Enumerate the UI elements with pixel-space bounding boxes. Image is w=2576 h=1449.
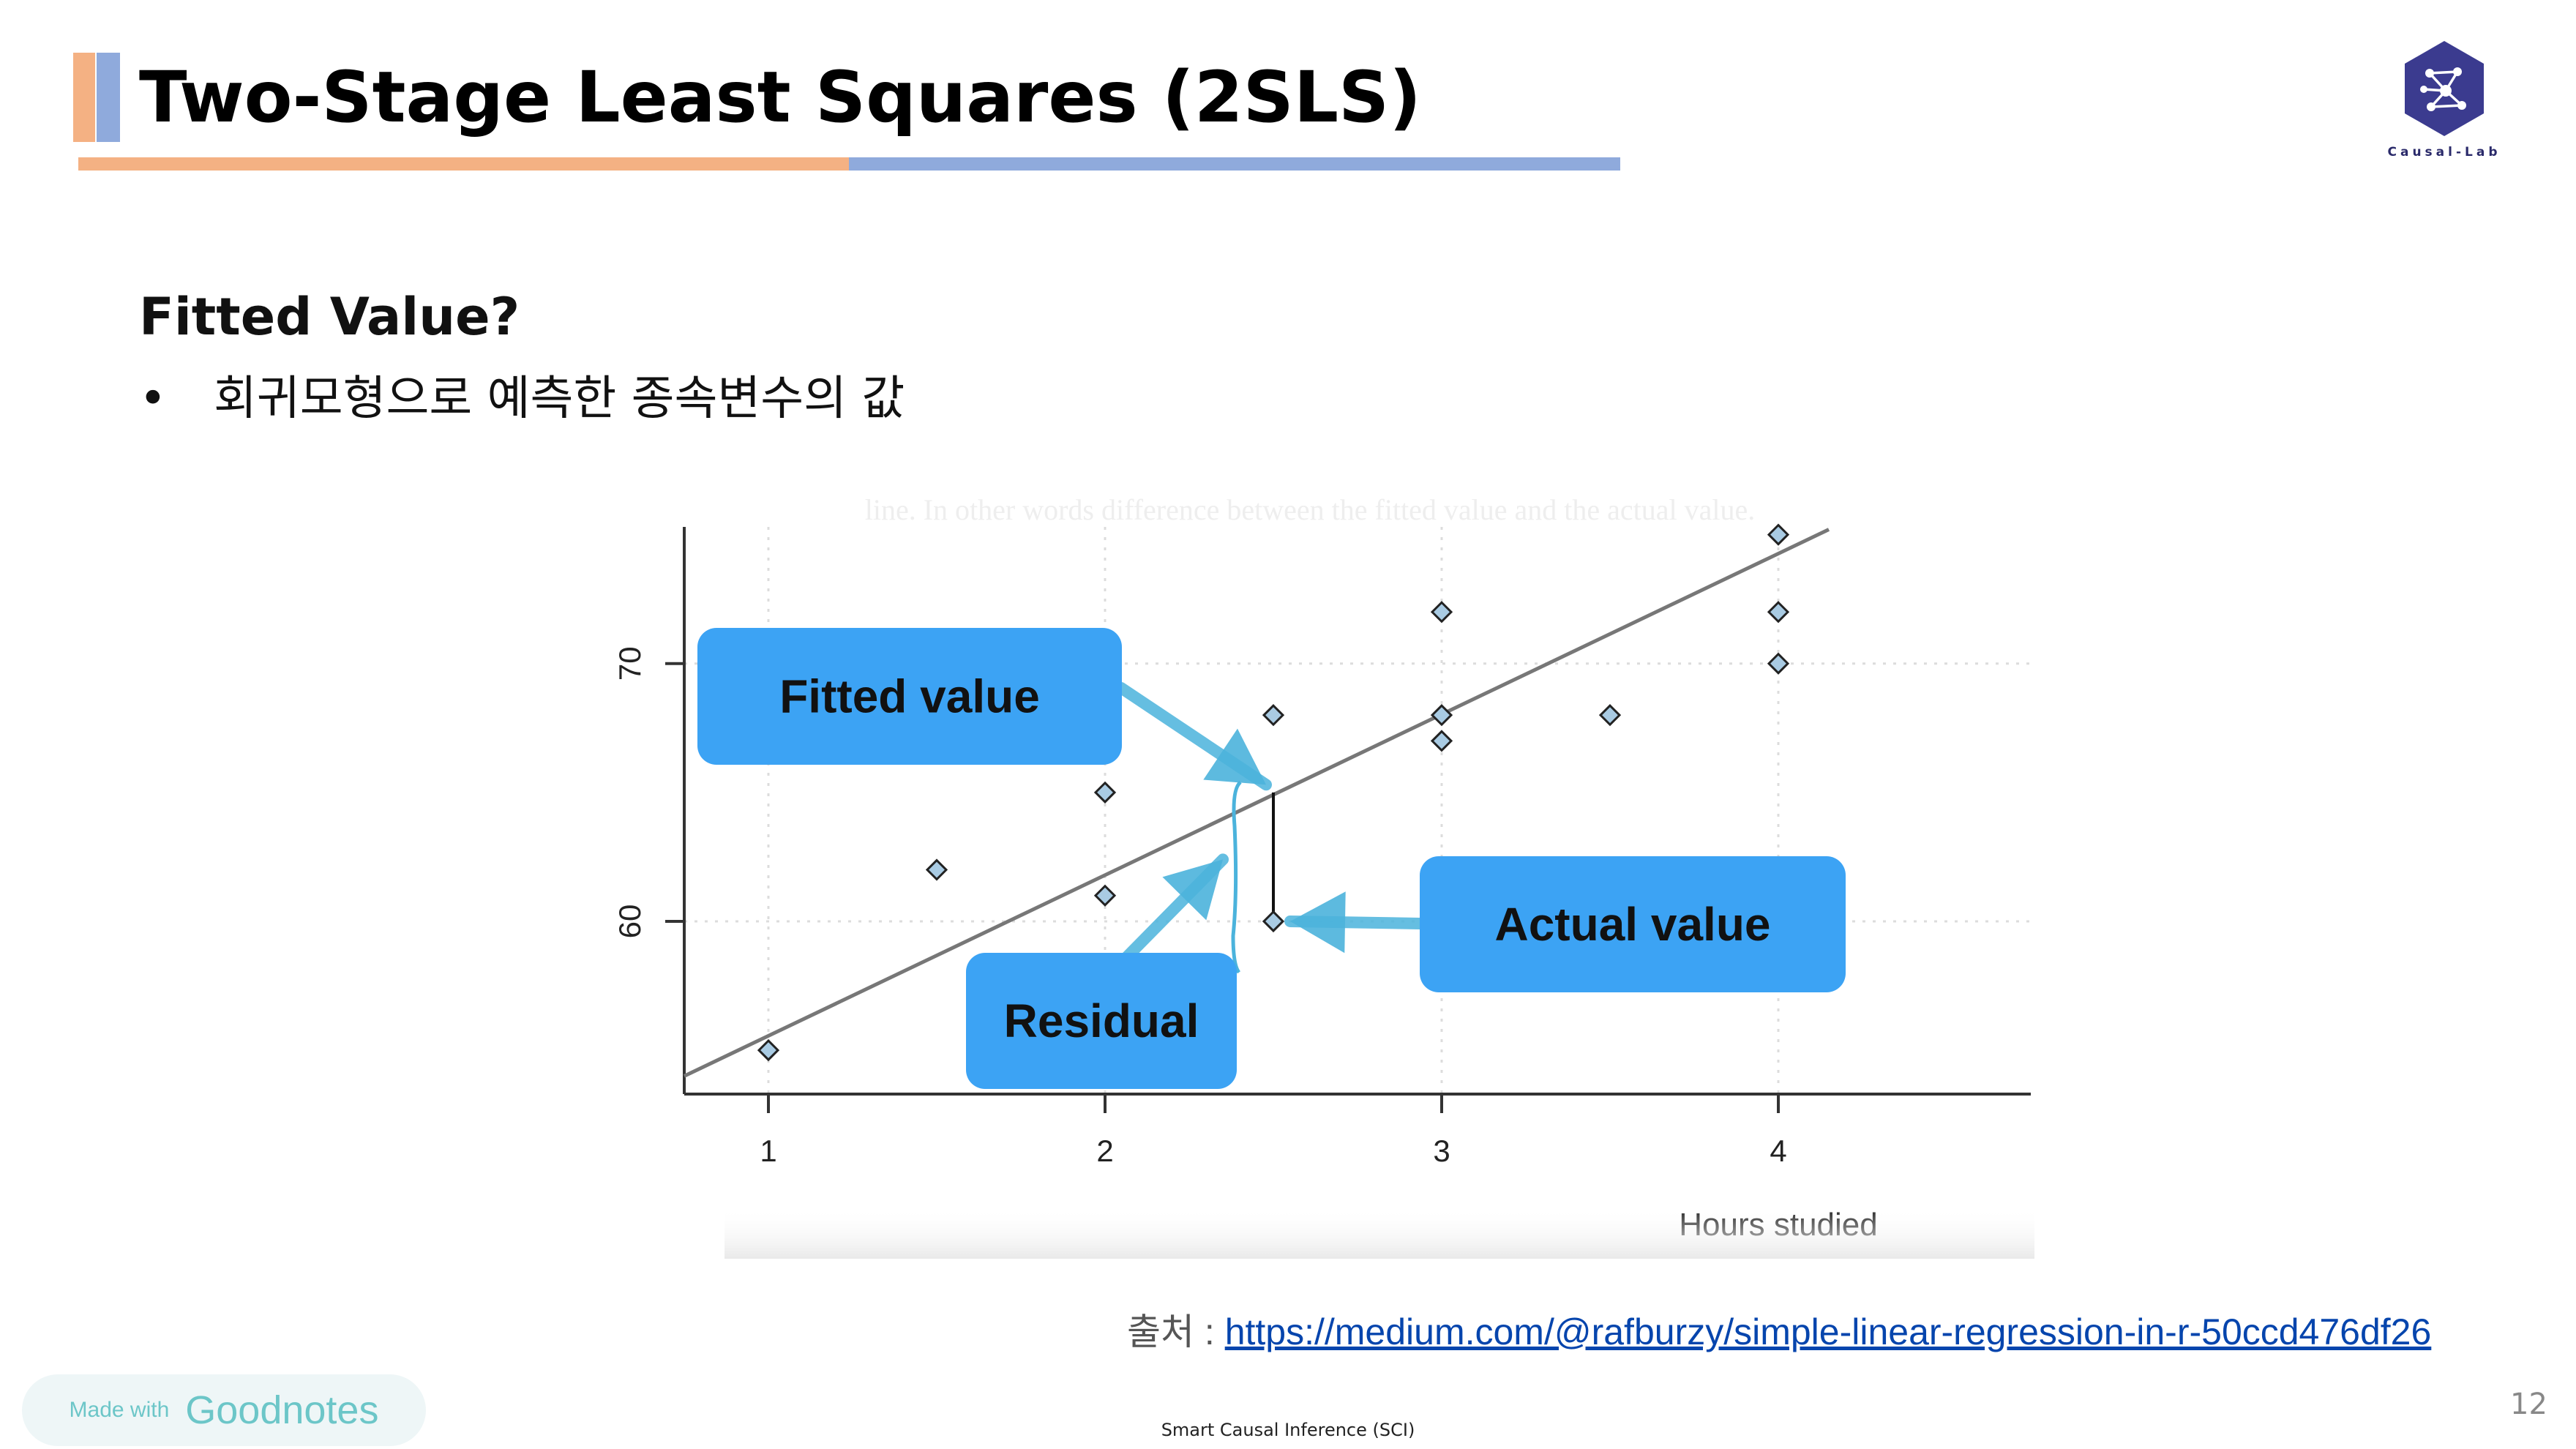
- data-point-0: [757, 1038, 780, 1062]
- goodnotes-badge: Made with Goodnotes: [22, 1374, 426, 1446]
- data-point-9: [1598, 704, 1622, 727]
- data-point-11: [1767, 601, 1790, 624]
- bullet-text: 회귀모형으로 예측한 종속변수의 값: [214, 372, 905, 426]
- y-tick-label-0: 60: [613, 905, 647, 939]
- data-point-8: [1430, 601, 1453, 624]
- x-tick-label-1: 2: [1096, 1134, 1113, 1168]
- svg-text:Residual: Residual: [1004, 995, 1199, 1047]
- slide-title: Two-Stage Least Squares (2SLS): [139, 56, 1421, 138]
- title-accent-orange: [73, 53, 95, 142]
- chart-svg: line. In other words difference between …: [613, 493, 2034, 1259]
- goodnotes-small-text: Made with: [69, 1398, 170, 1422]
- data-point-2: [1093, 884, 1117, 907]
- chart-bottom-fade: [724, 1208, 2034, 1259]
- data-point-4: [1262, 910, 1285, 933]
- fitted-value-arrow: [1115, 682, 1272, 791]
- actual-value-callout: Actual value: [1420, 856, 1846, 992]
- logo-text: Causal-Lab: [2387, 145, 2501, 160]
- data-point-3: [1093, 781, 1117, 804]
- page-number: 12: [2510, 1388, 2547, 1421]
- chart-top-text: line. In other words difference between …: [865, 493, 1756, 526]
- data-point-7: [1430, 704, 1453, 727]
- svg-text:Fitted value: Fitted value: [779, 670, 1040, 723]
- residual-bracket: [1231, 780, 1242, 974]
- section-heading: Fitted Value?: [139, 287, 520, 347]
- data-point-6: [1430, 730, 1453, 752]
- title-underline-orange: [78, 157, 849, 171]
- fitted-value-callout: Fitted value: [697, 628, 1122, 765]
- y-tick-label-1: 70: [613, 646, 647, 681]
- residual-callout: Residual: [966, 953, 1237, 1089]
- data-point-1: [925, 858, 948, 881]
- goodnotes-logo-text: Goodnotes: [185, 1388, 379, 1432]
- source-label: 출처 :: [1127, 1311, 1225, 1352]
- actual-value-arrow: [1284, 891, 1426, 954]
- title-accent-blue: [97, 53, 120, 142]
- svg-text:Actual value: Actual value: [1494, 898, 1770, 951]
- footer-text: Smart Causal Inference (SCI): [1161, 1420, 1415, 1440]
- source-citation: 출처 : https://medium.com/@rafburzy/simple…: [1127, 1303, 2431, 1355]
- data-point-12: [1767, 523, 1790, 546]
- bullet-marker: •: [139, 372, 167, 426]
- x-tick-label-2: 3: [1433, 1134, 1450, 1168]
- x-tick-label-3: 4: [1770, 1134, 1786, 1168]
- data-point-10: [1767, 652, 1790, 675]
- data-point-5: [1262, 704, 1285, 727]
- source-link[interactable]: https://medium.com/@rafburzy/simple-line…: [1224, 1311, 2432, 1352]
- x-tick-label-0: 1: [760, 1134, 776, 1168]
- title-underline-blue: [849, 157, 1620, 171]
- causal-lab-logo-icon: [2400, 38, 2488, 139]
- regression-line: [683, 528, 1830, 1078]
- regression-chart: line. In other words difference between …: [578, 476, 2042, 1259]
